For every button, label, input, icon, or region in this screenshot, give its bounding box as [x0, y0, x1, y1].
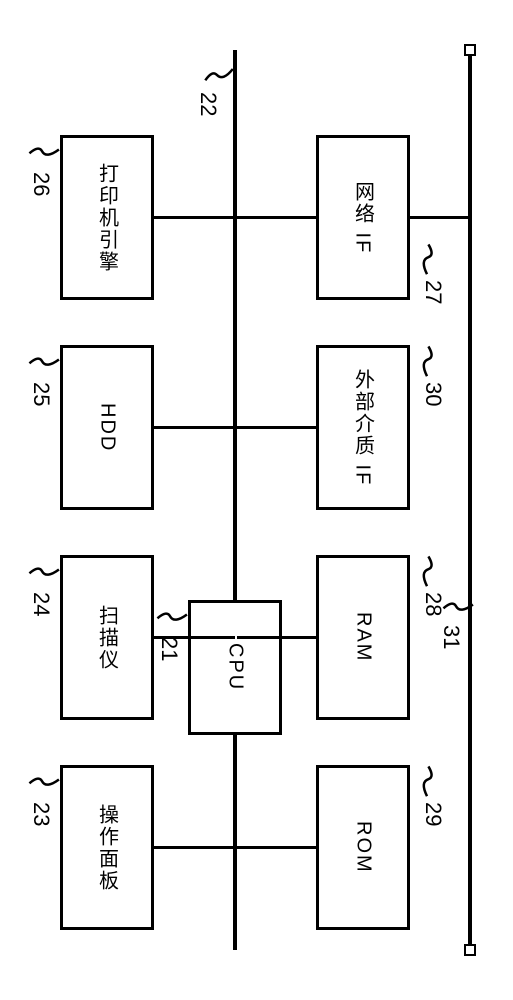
main-bus: [233, 50, 237, 950]
ref-22: 22: [195, 92, 221, 116]
block-ext: 外部介质 IF: [316, 345, 410, 510]
conn-ext: [237, 426, 316, 429]
block-rom: ROM: [316, 765, 410, 930]
block-panel: 操作面板: [60, 765, 154, 930]
block-engine: 打印机引擎: [60, 135, 154, 300]
conn-hdd: [154, 426, 235, 429]
ref-26: 26: [28, 172, 54, 196]
block-ext-label: 外部介质 IF: [349, 369, 378, 486]
block-hdd-label: HDD: [96, 403, 119, 452]
ref-23: 23: [28, 802, 54, 826]
ref-24: 24: [28, 592, 54, 616]
conn-netif-net: [410, 216, 468, 219]
net-bus: [468, 50, 472, 950]
conn-rom: [237, 846, 316, 849]
ref-21: 21: [156, 637, 182, 661]
conn-engine: [154, 216, 235, 219]
conn-ram: [237, 636, 316, 639]
curly-29: [406, 761, 448, 803]
net-bus-end-top: [464, 44, 476, 56]
curly-27: [406, 239, 448, 281]
curly-30: [406, 341, 448, 383]
diagram-canvas: CPU 操作面板 扫描仪 HDD 打印机引擎 ROM RAM 外部介质 IF 网…: [0, 0, 513, 1000]
ref-29: 29: [420, 802, 446, 826]
ref-25: 25: [28, 382, 54, 406]
block-engine-label: 打印机引擎: [93, 163, 122, 273]
block-rom-label: ROM: [352, 821, 375, 874]
block-panel-label: 操作面板: [93, 804, 122, 892]
block-ram: RAM: [316, 555, 410, 720]
conn-panel: [154, 846, 235, 849]
block-hdd: HDD: [60, 345, 154, 510]
block-netif: 网络 IF: [316, 135, 410, 300]
curly-28: [406, 551, 448, 593]
block-scan-label: 扫描仪: [93, 605, 122, 671]
net-bus-end-bottom: [464, 944, 476, 956]
ref-31: 31: [438, 625, 464, 649]
ref-30: 30: [420, 382, 446, 406]
block-ram-label: RAM: [352, 612, 375, 662]
block-netif-label: 网络 IF: [349, 181, 378, 254]
ref-27: 27: [420, 280, 446, 304]
block-cpu: CPU: [188, 600, 282, 735]
block-scan: 扫描仪: [60, 555, 154, 720]
conn-netif-main: [237, 216, 316, 219]
block-cpu-label: CPU: [224, 643, 247, 691]
